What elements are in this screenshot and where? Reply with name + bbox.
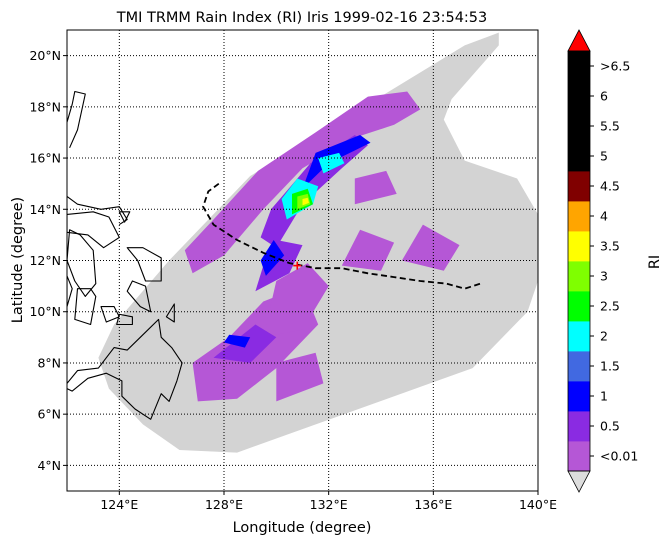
y-axis-label: Latitude (degree)	[10, 197, 26, 323]
storm-track-line	[202, 182, 481, 290]
x-tick-label: 136°E	[414, 497, 452, 512]
colorbar-tick-label: 3	[600, 269, 608, 284]
coastline	[67, 229, 97, 297]
x-axis-ticks: 124°E 128°E 132°E 136°E 140°E	[100, 491, 557, 512]
colorbar-tick-label: 5	[600, 149, 608, 164]
rain-region	[302, 197, 309, 206]
plot-area: 124°E 128°E 132°E 136°E 140°E 4°N 6°N 8°N 10°N 1…	[29, 29, 557, 512]
colorbar-tick-label: <0.01	[600, 449, 638, 464]
coastline	[126, 247, 162, 282]
x-tick-label: 128°E	[205, 497, 243, 512]
coastline	[67, 90, 86, 149]
colorbar-segment	[568, 51, 590, 82]
colorbar-segment	[568, 351, 590, 382]
colorbar: <0.01 0.5 1 1.5 2 2.5 3 3.5 4 4.5 5 5.5 6 >6.5	[567, 29, 638, 493]
colorbar-segment	[568, 381, 590, 412]
colorbar-segment	[568, 411, 590, 442]
colorbar-tick-label: 2	[600, 329, 608, 344]
coastline	[165, 303, 175, 323]
y-tick-label: 12°N	[29, 253, 61, 268]
colorbar-tick-label: 5.5	[600, 119, 620, 134]
rain-region	[276, 352, 324, 402]
colorbar-tick-label: 1.5	[600, 359, 620, 374]
coastline	[67, 275, 73, 308]
y-tick-label: 8°N	[37, 355, 61, 370]
colorbar-segment	[568, 171, 590, 202]
colorbar-segment	[568, 291, 590, 322]
gridlines	[67, 30, 538, 491]
x-axis-label: Longitude (degree)	[233, 520, 372, 536]
colorbar-segment	[568, 81, 590, 112]
colorbar-frame	[567, 50, 591, 472]
coastline	[67, 211, 120, 249]
colorbar-under-arrow	[567, 470, 591, 493]
x-tick-label: 140°E	[519, 497, 557, 512]
rain-region	[224, 334, 251, 348]
rain-region	[255, 240, 303, 292]
swath-coverage	[98, 32, 538, 453]
colorbar-segment	[568, 111, 590, 142]
coastline	[116, 313, 133, 326]
y-tick-label: 6°N	[37, 407, 61, 422]
y-tick-label: 18°N	[29, 99, 61, 114]
rain-region	[184, 91, 421, 274]
rain-region	[263, 263, 329, 338]
y-tick-label: 16°N	[29, 151, 61, 166]
y-tick-label: 20°N	[29, 48, 61, 63]
chart-title: TMI TRMM Rain Index (RI) Iris 1999-02-16…	[116, 10, 488, 26]
colorbar-segment	[568, 321, 590, 352]
colorbar-tick-label: 3.5	[600, 239, 620, 254]
coastline	[118, 211, 131, 223]
coastline	[67, 318, 183, 420]
colorbar-tick-label: >6.5	[600, 59, 630, 74]
colorbar-segment	[568, 261, 590, 292]
colorbar-segment	[568, 141, 590, 172]
x-tick-label: 132°E	[310, 497, 348, 512]
rain-region	[260, 240, 285, 276]
colorbar-tick-label: 4	[600, 209, 608, 224]
rain-region	[341, 229, 395, 271]
colorbar-tick-label: 0.5	[600, 419, 620, 434]
coastline	[74, 288, 97, 326]
coastline	[100, 306, 120, 323]
colorbar-segment	[568, 201, 590, 232]
x-tick-label: 124°E	[100, 497, 138, 512]
colorbar-tick-label: 2.5	[600, 299, 620, 314]
colorbar-tick-label: 1	[600, 389, 608, 404]
colorbar-over-arrow	[567, 29, 591, 52]
rain-region	[401, 224, 460, 271]
rain-region	[354, 170, 397, 205]
y-tick-label: 14°N	[29, 202, 61, 217]
storm-center-marker	[293, 261, 302, 270]
colorbar-tick-label: 4.5	[600, 179, 620, 194]
colorbar-tick-label: 6	[600, 89, 608, 104]
rain-region	[302, 135, 371, 189]
colorbar-segment	[568, 231, 590, 262]
coastline	[126, 280, 152, 313]
colorbar-label: RI	[647, 255, 663, 269]
coastlines	[67, 90, 183, 420]
y-tick-label: 10°N	[29, 304, 61, 319]
colorbar-segment	[568, 441, 590, 472]
y-axis-ticks: 4°N 6°N 8°N 10°N 12°N 14°N 16°N 18°N 20°N	[29, 48, 67, 473]
y-tick-label: 4°N	[37, 458, 61, 473]
